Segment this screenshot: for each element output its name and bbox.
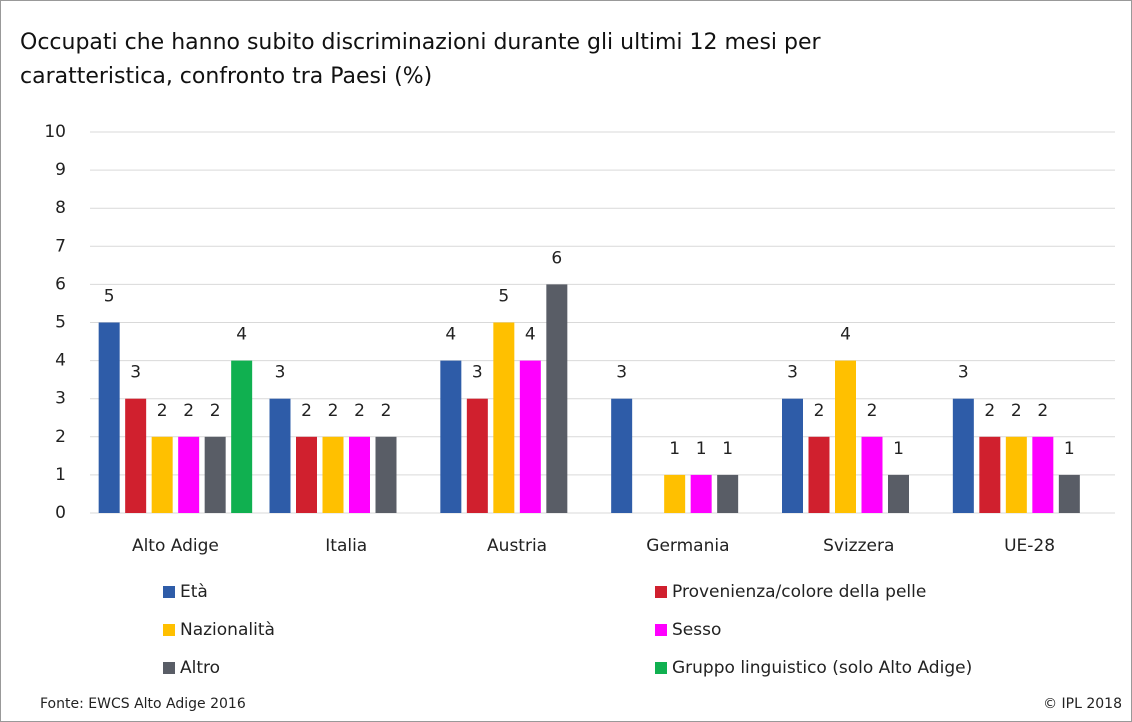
data-label: 2 [867, 401, 878, 421]
data-label: 2 [1011, 401, 1022, 421]
data-label: 4 [840, 325, 851, 345]
bar [979, 436, 1001, 513]
data-label: 1 [1064, 439, 1075, 459]
data-label: 3 [616, 363, 627, 383]
x-tick-label: Italia [325, 536, 367, 556]
bar [546, 284, 568, 513]
bar [808, 436, 830, 513]
data-label: 4 [525, 325, 536, 345]
data-label: 3 [787, 363, 798, 383]
y-tick-label: 10 [44, 122, 66, 142]
x-tick-label: UE-28 [1004, 536, 1055, 556]
y-tick-label: 3 [55, 389, 66, 409]
bar [1032, 436, 1054, 513]
copyright: © IPL 2018 [1043, 696, 1122, 712]
bar [611, 398, 633, 513]
y-tick-label: 4 [55, 351, 66, 371]
y-tick-label: 0 [55, 503, 66, 523]
bar [269, 398, 291, 513]
legend-swatch [655, 624, 667, 636]
data-label: 2 [157, 401, 168, 421]
legend-label: Età [180, 582, 208, 602]
y-tick-label: 6 [55, 274, 66, 294]
data-label: 2 [301, 401, 312, 421]
y-tick-label: 5 [55, 313, 66, 333]
data-label: 2 [1037, 401, 1048, 421]
bar [125, 398, 147, 513]
data-label: 3 [958, 363, 969, 383]
bar [717, 474, 739, 513]
data-label: 2 [328, 401, 339, 421]
data-label: 6 [551, 248, 562, 268]
data-label: 2 [183, 401, 194, 421]
data-label: 2 [210, 401, 221, 421]
bar [466, 398, 488, 513]
bar [888, 474, 909, 513]
x-tick-label: Svizzera [823, 536, 894, 556]
data-label: 5 [498, 287, 509, 307]
legend-label: Nazionalità [180, 620, 275, 640]
y-tick-label: 2 [55, 427, 66, 447]
bar [296, 436, 317, 513]
y-tick-label: 9 [55, 160, 66, 180]
bar [690, 474, 712, 513]
bar [178, 436, 200, 513]
bar [231, 360, 253, 513]
data-label: 1 [696, 439, 707, 459]
bar [440, 360, 462, 513]
data-label: 4 [236, 325, 247, 345]
legend-swatch [163, 586, 175, 598]
data-label: 2 [984, 401, 995, 421]
data-label: 3 [275, 363, 286, 383]
legend-swatch [655, 662, 667, 674]
bar [151, 436, 173, 513]
bar [664, 474, 686, 513]
data-label: 1 [722, 439, 733, 459]
data-label: 2 [354, 401, 365, 421]
data-label: 3 [472, 363, 483, 383]
y-tick-label: 7 [55, 236, 66, 256]
chart-title: Occupati che hanno subito discriminazion… [20, 30, 821, 89]
y-tick-label: 8 [55, 198, 66, 218]
bar [861, 436, 883, 513]
data-label: 3 [130, 363, 141, 383]
bar [349, 436, 370, 513]
source-note: Fonte: EWCS Alto Adige 2016 [40, 696, 246, 712]
data-label: 5 [104, 287, 115, 307]
bar [98, 322, 120, 513]
data-label: 2 [814, 401, 825, 421]
data-label: 4 [445, 325, 456, 345]
bar [782, 398, 803, 513]
y-tick-label: 1 [55, 465, 66, 485]
x-tick-label: Germania [646, 536, 729, 556]
bar [1058, 474, 1080, 513]
legend-label: Provenienza/colore della pelle [672, 582, 926, 602]
bar [519, 360, 541, 513]
legend-swatch [655, 586, 667, 598]
bar [204, 436, 226, 513]
legend-label: Gruppo linguistico (solo Alto Adige) [672, 658, 972, 678]
legend-swatch [163, 662, 175, 674]
legend-swatch [163, 624, 175, 636]
data-label: 1 [893, 439, 904, 459]
legend-label: Altro [180, 658, 220, 678]
bar [375, 436, 397, 513]
data-label: 2 [381, 401, 392, 421]
bar [835, 360, 856, 513]
bar [493, 322, 515, 513]
bar [952, 398, 974, 513]
bar [1005, 436, 1027, 513]
x-tick-label: Austria [487, 536, 547, 556]
bar [322, 436, 344, 513]
data-label: 1 [669, 439, 680, 459]
x-tick-label: Alto Adige [132, 536, 219, 556]
legend-label: Sesso [672, 620, 721, 640]
